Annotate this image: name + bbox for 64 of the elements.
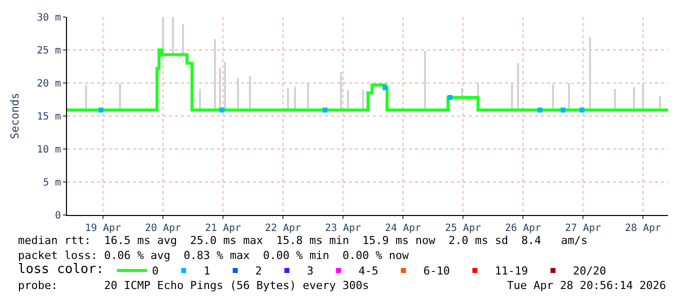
bar — [614, 89, 616, 110]
bar — [119, 83, 121, 110]
x-tick-label: 20 Apr — [144, 223, 182, 234]
bar — [249, 76, 251, 110]
bar — [589, 37, 591, 110]
legend-label: 3 — [306, 264, 314, 278]
bar — [307, 83, 309, 110]
point — [560, 108, 566, 113]
bar — [362, 90, 364, 110]
x-tick-label: 23 Apr — [324, 223, 362, 234]
bar — [224, 62, 226, 110]
bar — [552, 84, 554, 110]
x-tick-label: 22 Apr — [264, 223, 302, 234]
text: median rtt: 16.5 ms avg 25.0 ms max 15.8 ms min 15.9 ms now 2.0 ms sd 8.4 am/s — [18, 234, 588, 247]
legend-label: 20/20 — [573, 264, 606, 278]
point — [322, 108, 328, 113]
y-tick-label: 5 m — [42, 178, 61, 188]
legend-label: 1 — [204, 264, 210, 278]
bar — [340, 72, 342, 110]
bar — [517, 63, 519, 110]
x-tick-label: 25 Apr — [444, 223, 482, 234]
bar — [424, 51, 426, 110]
bar — [347, 90, 349, 110]
x-tick-label: 28 Apr — [624, 223, 662, 234]
y-tick-label: 30 m — [36, 12, 61, 24]
point — [448, 95, 452, 100]
x-tick-label: 27 Apr — [564, 223, 602, 234]
legend-label: 11-19 — [494, 264, 528, 278]
bar — [511, 84, 513, 110]
bar — [568, 83, 570, 110]
bar — [85, 85, 87, 110]
text: probe: 20 ICMP Echo Pings (56 Bytes) every 300s — [18, 279, 369, 292]
bar — [219, 68, 221, 110]
point — [538, 108, 542, 113]
legend-label: 2 — [255, 264, 262, 278]
y-tick-label: 20 m — [36, 78, 61, 90]
x-tick-label: 19 Apr — [84, 223, 122, 234]
bar — [633, 87, 635, 110]
x-tick-label: 24 Apr — [384, 223, 422, 234]
legend-label: 4-5 — [358, 264, 378, 278]
point — [220, 108, 224, 113]
bar — [214, 39, 216, 110]
bar — [287, 88, 289, 110]
bar — [199, 89, 201, 110]
legend-label: 6-10 — [423, 264, 450, 278]
y-tick-label: 0 — [54, 210, 61, 222]
bar — [642, 83, 644, 110]
y-tick-label: 25 m — [36, 46, 61, 56]
bar — [172, 17, 174, 55]
bar — [182, 24, 184, 55]
point — [382, 85, 388, 90]
bar — [237, 78, 239, 110]
bar — [294, 87, 296, 110]
text: packet loss: 0.06 % avg 0.83 % max 0.00 % min 0.00 % now — [18, 249, 410, 262]
x-tick-label: 21 Apr — [204, 223, 242, 234]
point — [580, 108, 584, 113]
legend-label: 0 — [152, 264, 159, 278]
text: Tue Apr 28 20:56:14 2026 — [507, 279, 666, 292]
y-axis-title: Seconds — [8, 92, 22, 140]
y-tick-label: 15 m — [36, 112, 61, 122]
x-tick-label: 26 Apr — [504, 223, 542, 234]
point — [98, 108, 104, 113]
y-tick-label: 10 m — [36, 144, 61, 156]
legend-title: loss color: — [18, 262, 104, 277]
